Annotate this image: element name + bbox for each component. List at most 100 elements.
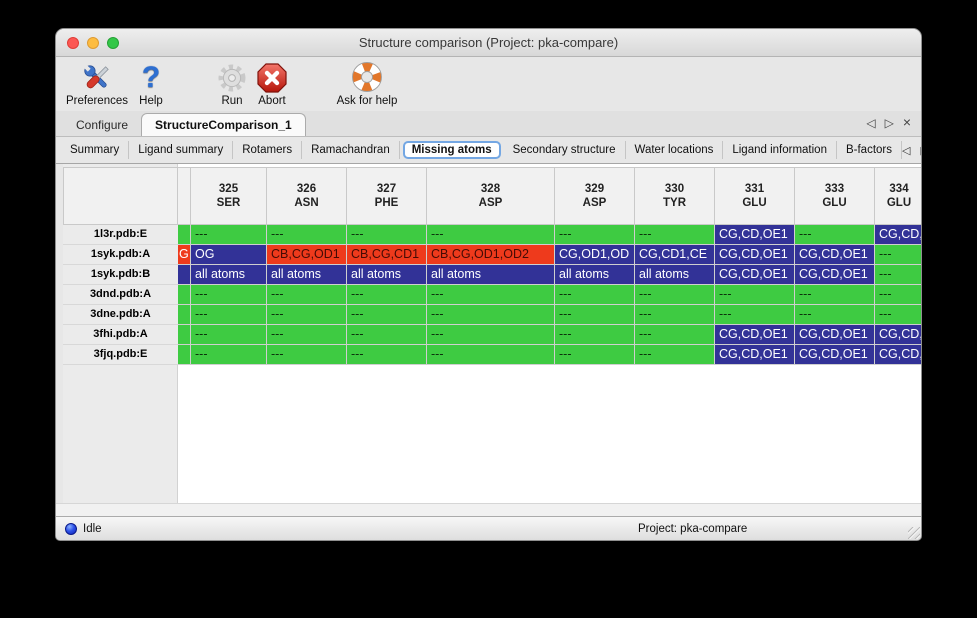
cell-1l3r.pdb:E-326[interactable]: ---: [267, 225, 347, 245]
cell-3fhi.pdb:A-326[interactable]: ---: [267, 325, 347, 345]
cell-1syk.pdb:B-326[interactable]: all atoms: [267, 265, 347, 285]
cell-3fjq.pdb:E-328[interactable]: ---: [427, 345, 555, 365]
cell-3dnd.pdb:A-333[interactable]: ---: [795, 285, 875, 305]
clipped-cell[interactable]: [178, 225, 191, 245]
cell-3fhi.pdb:A-327[interactable]: ---: [347, 325, 427, 345]
help-button[interactable]: ? Help: [131, 60, 171, 107]
cell-3fjq.pdb:E-331[interactable]: CG,CD,OE1: [715, 345, 795, 365]
cell-1syk.pdb:A-329[interactable]: CG,OD1,OD: [555, 245, 635, 265]
row-label[interactable]: 1l3r.pdb:E: [63, 225, 178, 245]
cell-3dnd.pdb:A-325[interactable]: ---: [191, 285, 267, 305]
subtab-ligand-summary[interactable]: Ligand summary: [129, 141, 234, 159]
cell-1syk.pdb:A-331[interactable]: CG,CD,OE1: [715, 245, 795, 265]
run-button[interactable]: Run: [212, 60, 252, 107]
cell-3fjq.pdb:E-326[interactable]: ---: [267, 345, 347, 365]
cell-1l3r.pdb:E-325[interactable]: ---: [191, 225, 267, 245]
subtab-scroll-right-icon[interactable]: ▷: [920, 144, 921, 157]
cell-1l3r.pdb:E-329[interactable]: ---: [555, 225, 635, 245]
cell-3fjq.pdb:E-325[interactable]: ---: [191, 345, 267, 365]
subtab-ramachandran[interactable]: Ramachandran: [302, 141, 400, 159]
cell-1syk.pdb:A-327[interactable]: CB,CG,CD1: [347, 245, 427, 265]
cell-1syk.pdb:B-329[interactable]: all atoms: [555, 265, 635, 285]
cell-3dne.pdb:A-329[interactable]: ---: [555, 305, 635, 325]
cell-3fhi.pdb:A-330[interactable]: ---: [635, 325, 715, 345]
cell-3fhi.pdb:A-334[interactable]: CG,CD,OE1: [875, 325, 921, 345]
cell-1syk.pdb:B-330[interactable]: all atoms: [635, 265, 715, 285]
cell-3dne.pdb:A-330[interactable]: ---: [635, 305, 715, 325]
cell-3dnd.pdb:A-334[interactable]: ---: [875, 285, 921, 305]
ask-for-help-button[interactable]: Ask for help: [332, 60, 402, 107]
column-header-325[interactable]: 325 SER: [191, 167, 267, 225]
cell-3dne.pdb:A-325[interactable]: ---: [191, 305, 267, 325]
cell-1syk.pdb:A-326[interactable]: CB,CG,OD1: [267, 245, 347, 265]
clipped-cell[interactable]: [178, 345, 191, 365]
cell-3fjq.pdb:E-334[interactable]: CG,CD,OE1: [875, 345, 921, 365]
tab-structurecomparison-1[interactable]: StructureComparison_1: [141, 113, 306, 136]
cell-3dne.pdb:A-326[interactable]: ---: [267, 305, 347, 325]
cell-3dne.pdb:A-331[interactable]: ---: [715, 305, 795, 325]
cell-1syk.pdb:A-333[interactable]: CG,CD,OE1: [795, 245, 875, 265]
column-header-334[interactable]: 334 GLU: [875, 167, 921, 225]
cell-1syk.pdb:B-331[interactable]: CG,CD,OE1: [715, 265, 795, 285]
column-header-329[interactable]: 329 ASP: [555, 167, 635, 225]
tab-close-icon[interactable]: ×: [902, 114, 911, 130]
cell-1l3r.pdb:E-334[interactable]: CG,CD,OE1: [875, 225, 921, 245]
subtab-summary[interactable]: Summary: [61, 141, 130, 159]
cell-1syk.pdb:B-325[interactable]: all atoms: [191, 265, 267, 285]
cell-1syk.pdb:B-327[interactable]: all atoms: [347, 265, 427, 285]
cell-1l3r.pdb:E-333[interactable]: ---: [795, 225, 875, 245]
cell-3fjq.pdb:E-333[interactable]: CG,CD,OE1: [795, 345, 875, 365]
zoom-window-button[interactable]: [107, 37, 119, 49]
cell-3dne.pdb:A-333[interactable]: ---: [795, 305, 875, 325]
cell-1syk.pdb:A-334[interactable]: ---: [875, 245, 921, 265]
clipped-cell[interactable]: [178, 285, 191, 305]
column-header-328[interactable]: 328 ASP: [427, 167, 555, 225]
tab-scroll-left-icon[interactable]: ◁: [866, 116, 876, 130]
cell-3fjq.pdb:E-327[interactable]: ---: [347, 345, 427, 365]
cell-3fhi.pdb:A-325[interactable]: ---: [191, 325, 267, 345]
cell-1syk.pdb:A-325[interactable]: OG: [191, 245, 267, 265]
subtab-missing-atoms[interactable]: Missing atoms: [402, 141, 501, 159]
close-window-button[interactable]: [67, 37, 79, 49]
cell-3dne.pdb:A-327[interactable]: ---: [347, 305, 427, 325]
cell-3dnd.pdb:A-326[interactable]: ---: [267, 285, 347, 305]
row-label[interactable]: 3dnd.pdb:A: [63, 285, 178, 305]
cell-1syk.pdb:B-328[interactable]: all atoms: [427, 265, 555, 285]
subtab-scroll-left-icon[interactable]: ◁: [902, 144, 911, 157]
column-header-326[interactable]: 326 ASN: [267, 167, 347, 225]
cell-3fhi.pdb:A-333[interactable]: CG,CD,OE1: [795, 325, 875, 345]
resize-grip[interactable]: [908, 527, 920, 539]
subtab-secondary-structure[interactable]: Secondary structure: [504, 141, 626, 159]
clipped-cell[interactable]: [178, 305, 191, 325]
minimize-window-button[interactable]: [87, 37, 99, 49]
clipped-cell[interactable]: [178, 265, 191, 285]
cell-1syk.pdb:A-330[interactable]: CG,CD1,CE: [635, 245, 715, 265]
cell-3dne.pdb:A-328[interactable]: ---: [427, 305, 555, 325]
column-header-333[interactable]: 333 GLU: [795, 167, 875, 225]
preferences-button[interactable]: Preferences: [64, 60, 130, 107]
cell-3dne.pdb:A-334[interactable]: ---: [875, 305, 921, 325]
cell-1syk.pdb:B-333[interactable]: CG,CD,OE1: [795, 265, 875, 285]
clipped-cell[interactable]: [178, 325, 191, 345]
cell-3dnd.pdb:A-330[interactable]: ---: [635, 285, 715, 305]
cell-1l3r.pdb:E-327[interactable]: ---: [347, 225, 427, 245]
cell-1l3r.pdb:E-331[interactable]: CG,CD,OE1: [715, 225, 795, 245]
tab-configure[interactable]: Configure: [76, 118, 129, 132]
cell-1l3r.pdb:E-330[interactable]: ---: [635, 225, 715, 245]
row-label[interactable]: 1syk.pdb:B: [63, 265, 178, 285]
column-header-330[interactable]: 330 TYR: [635, 167, 715, 225]
subtab-rotamers[interactable]: Rotamers: [233, 141, 303, 159]
row-label[interactable]: 3fjq.pdb:E: [63, 345, 178, 365]
row-label[interactable]: 3dne.pdb:A: [63, 305, 178, 325]
cell-3dnd.pdb:A-331[interactable]: ---: [715, 285, 795, 305]
cell-3dnd.pdb:A-328[interactable]: ---: [427, 285, 555, 305]
row-label[interactable]: 1syk.pdb:A: [63, 245, 178, 265]
title-bar[interactable]: Structure comparison (Project: pka-compa…: [56, 29, 921, 57]
subtab-water-locations[interactable]: Water locations: [626, 141, 724, 159]
clipped-cell[interactable]: G: [178, 245, 191, 265]
row-label[interactable]: 3fhi.pdb:A: [63, 325, 178, 345]
cell-1l3r.pdb:E-328[interactable]: ---: [427, 225, 555, 245]
cell-3dnd.pdb:A-329[interactable]: ---: [555, 285, 635, 305]
column-header-331[interactable]: 331 GLU: [715, 167, 795, 225]
column-header-327[interactable]: 327 PHE: [347, 167, 427, 225]
